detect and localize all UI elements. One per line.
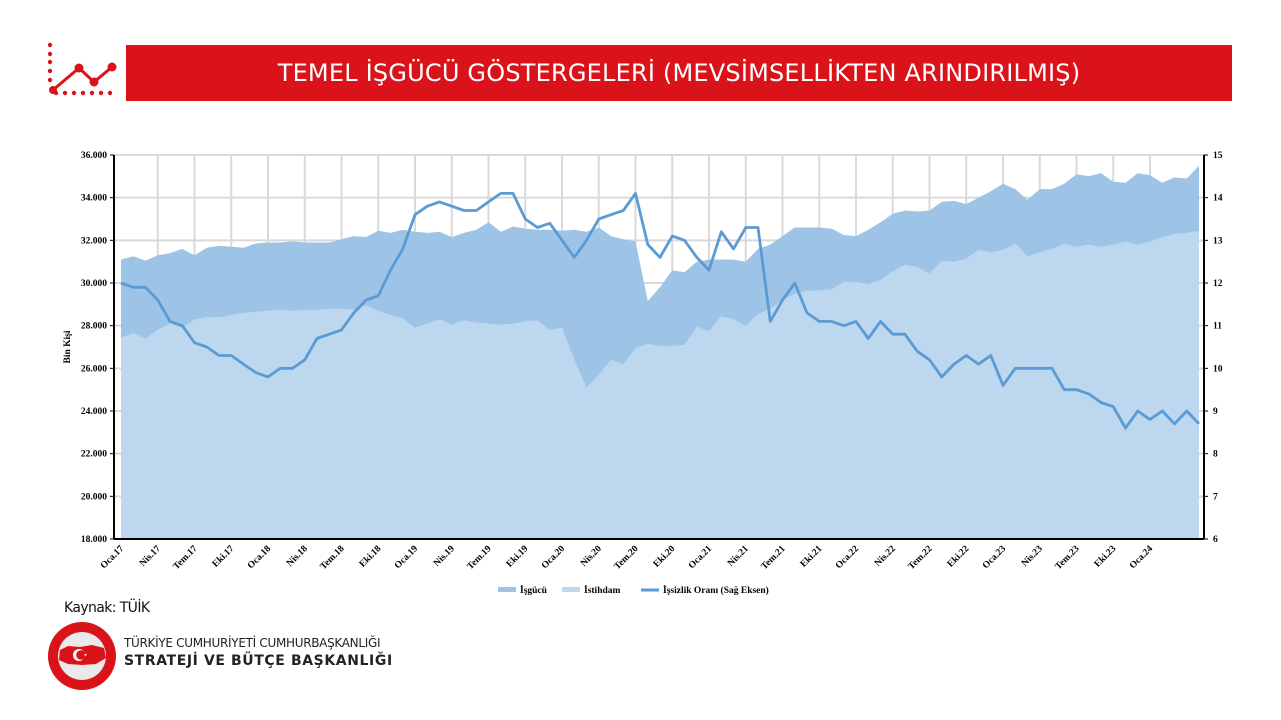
y-tick-label: 26.000 [81,364,107,374]
title-banner: TEMEL İŞGÜCÜ GÖSTERGELERİ (MEVSİMSELLİKT… [126,45,1232,101]
y-tick-label: 28.000 [81,322,107,332]
x-tick-label: Nis.21 [726,544,751,569]
y2-tick-label: 10 [1213,364,1223,374]
source-note: Kaynak: TÜİK [64,600,150,616]
y2-tick-label: 9 [1213,407,1218,417]
legend-swatch-labor-force [498,587,516,592]
legend-label-labor-force: İşgücü [520,584,548,596]
org-name-line1: TÜRKİYE CUMHURİYETİ CUMHURBAŞKANLIĞI [124,636,381,650]
y2-tick-label: 11 [1213,322,1222,332]
x-tick-label: Nis.20 [579,544,604,569]
x-tick-label: Oca.19 [393,544,420,571]
x-tick-label: Eki.17 [211,544,237,570]
x-tick-label: Oca.20 [540,544,567,571]
labor-force-chart: 18.000 20.000 22.000 24.000 26.000 28.000 30.0… [63,151,1223,596]
line-chart-icon [47,42,117,96]
y2-tick-label: 15 [1213,151,1223,161]
y2-tick-label: 8 [1213,450,1218,460]
legend-swatch-employment [562,587,580,592]
x-tick-label: Oca.21 [687,544,714,571]
legend-label-employment: İstihdam [584,584,621,596]
x-tick-label: Eki.23 [1093,544,1119,570]
x-tick-label: Eki.18 [358,544,384,570]
y-tick-label: 18.000 [81,535,107,545]
y-tick-label: 30.000 [81,279,107,289]
y2-tick-label: 7 [1213,492,1218,502]
y2-tick-label: 14 [1213,194,1223,204]
x-tick-label: Tem.17 [172,544,200,572]
x-tick-label: Oca.22 [834,544,861,571]
x-tick-label: Nis.22 [873,544,898,569]
org-name-line2: STRATEJİ VE BÜTÇE BAŞKANLIĞI [124,653,393,669]
x-tick-label: Eki.19 [505,544,531,570]
page-title: TEMEL İŞGÜCÜ GÖSTERGELERİ (MEVSİMSELLİKT… [277,59,1081,87]
organization-footer: TÜRKİYE CUMHURİYETİ CUMHURBAŞKANLIĞI STR… [46,618,406,698]
y-tick-label: 34.000 [81,194,107,204]
y2-tick-label: 6 [1213,535,1218,545]
x-tick-label: Eki.21 [799,544,825,570]
x-tick-label: Tem.22 [907,544,935,572]
x-tick-label: Oca.17 [99,544,126,571]
y-tick-label: 36.000 [81,151,107,161]
y-tick-label: 24.000 [81,407,107,417]
x-tick-label: Tem.23 [1054,544,1082,572]
x-tick-label: Oca.23 [981,544,1008,571]
x-tick-label: Tem.19 [466,544,494,572]
sbb-logo-icon [48,622,116,690]
x-tick-label: Tem.21 [760,544,788,572]
y-tick-label: 32.000 [81,236,107,246]
x-tick-label: Nis.18 [285,544,310,569]
chart-areas [121,165,1199,539]
x-tick-label: Oca.24 [1128,544,1155,571]
legend-label-unemployment: İşsizlik Oranı (Sağ Eksen) [663,584,769,596]
chart-legend: İşgücü İstihdam İşsizlik Oranı (Sağ Ekse… [498,584,769,596]
x-tick-label: Nis.17 [138,544,163,569]
x-tick-label: Nis.23 [1020,544,1045,569]
y-tick-label: 20.000 [81,492,107,502]
x-tick-label: Nis.19 [432,544,457,569]
y2-tick-label: 13 [1213,236,1223,246]
x-tick-label: Tem.18 [319,544,347,572]
y-tick-label: 22.000 [81,450,107,460]
x-tick-label: Eki.22 [946,544,972,570]
x-tick-label: Eki.20 [652,544,678,570]
y-axis-label: Bin Kişi [63,330,73,363]
x-tick-label: Oca.18 [246,544,273,571]
unemployment-line [120,191,1201,430]
y2-tick-label: 12 [1213,279,1223,289]
employment-area [121,230,1199,539]
x-tick-label: Tem.20 [613,544,641,572]
unemployment-rate-line [120,191,1201,430]
